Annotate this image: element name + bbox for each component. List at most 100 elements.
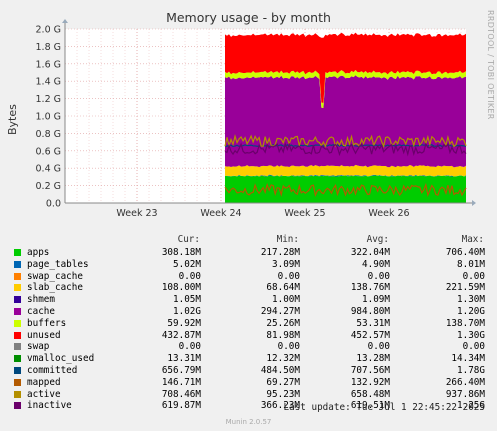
legend-swatch [14, 343, 21, 351]
legend-min-value: 294.27M [260, 306, 300, 317]
legend-max-value: 266.40M [445, 376, 485, 388]
legend-min-value: 0.00 [277, 270, 300, 282]
legend-avg-value: 13.28M [356, 353, 390, 365]
legend-avg-value: 132.92M [350, 376, 390, 388]
legend-max-value: 0.00 [462, 270, 485, 282]
legend-avg-value: 4.90M [362, 258, 390, 270]
legend-max-value: 221.59M [445, 282, 485, 294]
legend-row-slab-cache: slab_cache 108.00M 68.64M 138.76M 221.59M [0, 282, 497, 294]
last-update: Last update: Tue Jul 1 22:45:22 2025 [283, 402, 486, 413]
legend-swatch [14, 296, 21, 304]
legend-header-avg: Avg: [366, 234, 389, 245]
legend-avg-value: 322.04M [350, 247, 390, 258]
legend-min-value: 366.23M [260, 400, 300, 412]
legend-min-value: 12.32M [266, 353, 300, 365]
legend-series-name: mapped [27, 376, 61, 388]
legend-max-value: 1.78G [457, 365, 485, 376]
area-page-tables [225, 174, 466, 177]
legend-row-swap-cache: swap_cache 0.00 0.00 0.00 0.00 [0, 271, 497, 283]
x-tick-label: Week 24 [200, 208, 241, 219]
legend-max-value: 14.34M [451, 353, 485, 365]
y-tick-label: 1.6 G [36, 59, 62, 70]
legend-row-mapped: mapped 146.71M 69.27M 132.92M 266.40M [0, 377, 497, 389]
legend-row-swap: swap 0.00 0.00 0.00 0.00 [0, 341, 497, 353]
legend-row-committed: committed 656.79M 484.50M 707.56M 1.78G [0, 365, 497, 377]
area-apps [225, 175, 466, 203]
legend-swatch [14, 308, 21, 315]
legend-series-name: slab_cache [27, 282, 83, 294]
legend-max-value: 0.00 [462, 341, 485, 353]
legend-min-value: 25.26M [266, 317, 300, 329]
legend-row-active: active 708.46M 95.23M 658.48M 937.86M [0, 389, 497, 401]
y-tick-label: 1.4 G [36, 77, 62, 88]
y-tick-label: 1.0 G [36, 112, 62, 123]
legend-header-min: Min: [276, 234, 299, 245]
legend-min-value: 0.00 [277, 341, 300, 353]
y-tick-label: 1.8 G [36, 42, 62, 53]
legend-max-value: 1.25G [457, 400, 485, 412]
legend-avg-value: 619.51M [350, 400, 390, 412]
legend-max-value: 706.40M [445, 247, 485, 258]
legend-header-cur: Cur: [177, 234, 200, 245]
y-tick-label: 0.4 G [36, 164, 62, 175]
legend-cur-value: 146.71M [161, 376, 201, 388]
legend-row-buffers: buffers 59.92M 25.26M 53.31M 138.70M [0, 318, 497, 330]
legend-swatch [14, 390, 21, 398]
chart-title: Memory usage - by month [166, 10, 331, 25]
area-cache [225, 75, 466, 168]
area-buffers [225, 69, 466, 108]
legend-row-vmalloc-used: vmalloc_used 13.31M 12.32M 13.28M 14.34M [0, 353, 497, 365]
legend-cur-value: 0.00 [178, 341, 201, 353]
legend-row-inactive: inactive 619.87M 366.23M 619.51M 1.25G [0, 400, 497, 412]
legend-series-name: cache [27, 306, 55, 317]
legend-max-value: 1.30G [457, 329, 485, 341]
area-slab-cache [225, 164, 466, 177]
legend-row-shmem: shmem 1.05M 1.00M 1.09M 1.30M [0, 294, 497, 306]
y-axis-arrow [62, 19, 68, 23]
line-inactive [224, 141, 467, 157]
legend-min-value: 1.00M [272, 294, 300, 306]
x-tick-label: Week 26 [368, 208, 409, 219]
legend-series-name: swap_cache [27, 270, 83, 282]
legend-min-value: 217.28M [260, 247, 300, 258]
legend-avg-value: 1.09M [362, 294, 390, 306]
y-tick-label: 0.0 [46, 199, 61, 210]
legend-max-value: 138.70M [445, 317, 485, 329]
legend-cur-value: 13.31M [167, 353, 201, 365]
legend-row-unused: unused 432.87M 81.98M 452.57M 1.30G [0, 330, 497, 342]
legend-series-name: vmalloc_used [27, 353, 95, 365]
x-tick-label: Week 23 [116, 208, 157, 219]
y-tick-label: 1.2 G [36, 94, 62, 105]
legend-swatch [14, 249, 21, 256]
legend-series-name: committed [27, 365, 78, 376]
legend-cur-value: 59.92M [167, 317, 201, 329]
legend-swatch [14, 284, 21, 292]
legend-series-name: buffers [27, 317, 67, 329]
munin-version: Munin 2.0.57 [225, 418, 272, 426]
legend-row-apps: apps 308.18M 217.28M 322.04M 706.40M [0, 247, 497, 259]
legend-cur-value: 432.87M [161, 329, 201, 341]
legend-min-value: 69.27M [266, 376, 300, 388]
legend-swatch [14, 378, 21, 386]
legend-series-name: swap [27, 341, 50, 353]
memory-chart: 0.0 0.2 G 0.4 G 0.6 G 0.8 G 1.0 G 1.2 G 1.4 G 1.… [36, 19, 476, 219]
legend-cur-value: 308.18M [161, 247, 201, 258]
legend-swatch [14, 319, 21, 327]
rrdtool-credit: RRDTOOL / TOBI OETIKER [486, 10, 495, 120]
legend-cur-value: 1.05M [173, 294, 201, 306]
legend-cur-value: 108.00M [161, 282, 201, 294]
legend-cur-value: 708.46M [161, 388, 201, 400]
legend-series-name: page_tables [27, 258, 89, 270]
legend-swatch [14, 331, 21, 339]
legend-max-value: 1.30M [457, 294, 485, 306]
legend-series-name: active [27, 388, 61, 400]
legend-max-value: 937.86M [445, 388, 485, 400]
legend-cur-value: 0.00 [178, 270, 201, 282]
legend-series-name: shmem [27, 294, 55, 306]
area-unused [225, 32, 466, 103]
legend-avg-value: 984.80M [350, 306, 390, 317]
legend-swatch [14, 367, 21, 374]
legend-min-value: 68.64M [266, 282, 300, 294]
legend-avg-value: 707.56M [350, 365, 390, 376]
legend-swatch [14, 260, 21, 268]
